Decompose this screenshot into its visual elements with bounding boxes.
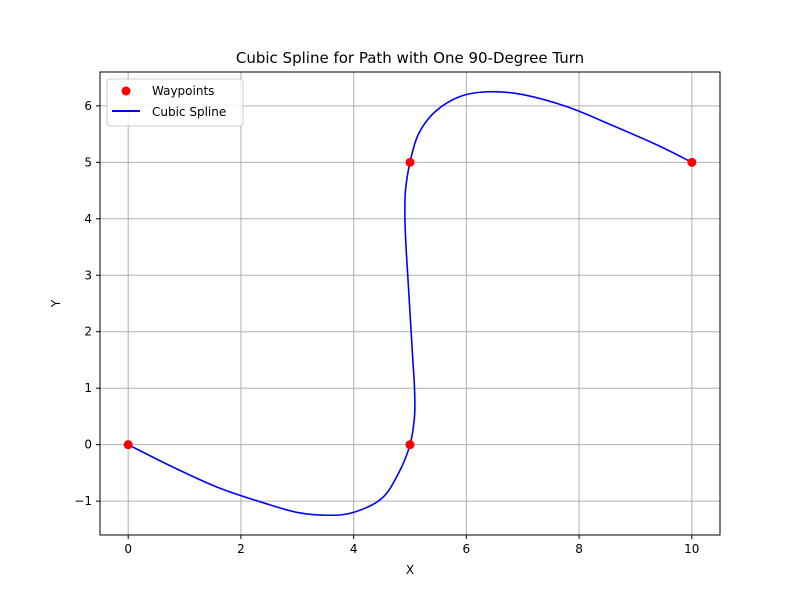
legend-waypoints-marker (121, 86, 131, 96)
y-tick-label: 2 (84, 325, 92, 339)
legend-spline-label: Cubic Spline (152, 105, 226, 119)
waypoint-marker (123, 440, 133, 450)
x-tick-label: 8 (575, 542, 583, 556)
cubic-spline-line (127, 90, 693, 517)
x-axis-label: X (406, 563, 414, 577)
waypoint-marker (405, 440, 415, 450)
axes-frame (99, 71, 721, 536)
y-tick-label: 6 (84, 99, 92, 113)
chart-title: Cubic Spline for Path with One 90-Degree… (236, 49, 584, 67)
legend-waypoints-label: Waypoints (152, 84, 214, 98)
x-tick-label: 6 (463, 542, 471, 556)
y-tick-label: −1 (74, 494, 92, 508)
grid (100, 72, 720, 535)
y-tick-label: 4 (84, 212, 92, 226)
y-tick-label: 3 (84, 268, 92, 282)
legend: Waypoints Cubic Spline (106, 78, 244, 127)
y-tick-label: 1 (84, 381, 92, 395)
waypoint-marker (405, 157, 415, 167)
y-tick-label: 5 (84, 155, 92, 169)
waypoints-layer (123, 157, 697, 450)
y-axis-ticks: −1 0 1 2 3 4 5 6 (74, 99, 100, 508)
plot-area (99, 71, 721, 536)
waypoint-marker (687, 157, 697, 167)
x-tick-label: 2 (237, 542, 245, 556)
legend-box (106, 78, 244, 127)
spline-layer (127, 90, 693, 517)
x-axis-ticks: 0 2 4 6 8 10 (124, 535, 699, 556)
x-tick-label: 0 (124, 542, 132, 556)
x-tick-label: 4 (350, 542, 358, 556)
y-axis-label: Y (49, 299, 63, 308)
x-tick-label: 10 (684, 542, 699, 556)
y-tick-label: 0 (84, 438, 92, 452)
